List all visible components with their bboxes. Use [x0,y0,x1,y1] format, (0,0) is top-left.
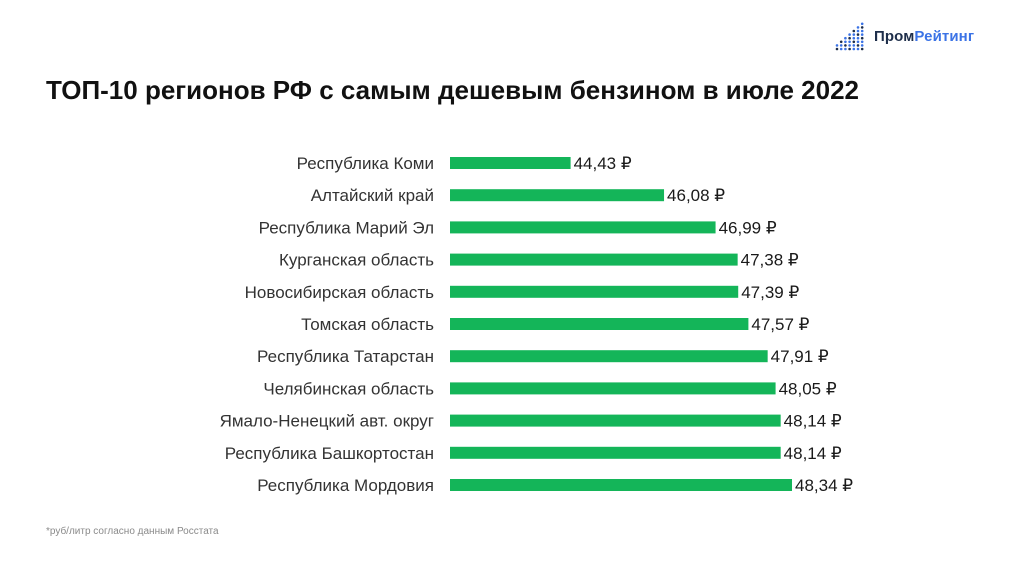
bar [450,382,776,395]
logo-dot [860,26,864,29]
logo-dot [860,22,864,26]
logo-dot [852,44,856,47]
bar [450,318,749,330]
logo-dot [852,36,856,40]
logo-dot [839,44,843,47]
category-label: Ямало-Ненецкий авт. округ [220,412,434,431]
bar [450,189,665,202]
value-label: 47,91 ₽ [771,347,829,366]
logo-dot [844,40,847,44]
logo-dot [835,47,839,51]
value-label: 47,39 ₽ [741,283,799,302]
logo-dot [852,33,856,36]
logo-dot [860,40,864,44]
value-label: 47,38 ₽ [741,251,799,270]
brand-logo: ПромРейтинг [834,20,974,52]
value-label: 48,14 ₽ [784,444,842,463]
bar [450,479,793,491]
logo-dot [848,40,851,44]
logo-dot [856,36,860,40]
category-label: Республика Татарстан [257,347,434,366]
value-label: 48,14 ₽ [784,412,842,431]
category-label: Челябинская область [263,379,434,398]
logo-dot [856,29,860,33]
logo-dot [848,44,851,47]
brand-name: ПромРейтинг [874,28,974,45]
bar [450,157,571,169]
category-label: Курганская область [279,251,434,270]
bar [450,414,781,427]
logo-dot [852,29,856,33]
logo-dot [860,47,864,51]
logo-dot [844,36,847,40]
dot-bars-icon [835,22,864,51]
value-label: 44,43 ₽ [574,154,632,173]
logo-dot [852,47,856,51]
logo-dot [839,47,843,51]
logo-dot [835,44,839,47]
value-label: 48,05 ₽ [779,379,837,398]
logo-dot [839,40,843,44]
logo-dot [856,26,860,29]
logo-dot [848,33,851,36]
logo-dot [860,29,864,33]
bar [450,221,716,234]
brand-name-part2: Рейтинг [914,27,975,45]
value-label: 46,99 ₽ [719,218,777,237]
brand-name-part1: Пром [874,27,915,45]
category-label: Томская область [301,315,434,334]
bar [450,446,781,459]
category-label: Новосибирская область [245,283,434,302]
bar [450,253,738,266]
footnote: *руб/литр согласно данным Росстата [46,526,219,537]
category-label: Республика Марий Эл [259,218,434,237]
logo-dot [848,36,851,40]
logo-dot [860,44,864,47]
value-label: 48,34 ₽ [795,476,853,495]
category-label: Алтайский край [311,186,434,205]
logo-dot [856,33,860,36]
logo-dot [848,47,851,51]
category-label: Республика Мордовия [257,476,434,495]
logo-dot [860,33,864,36]
logo-dot [856,40,860,44]
logo-dot [844,47,847,51]
logo-dot [844,44,847,47]
logo-dot [856,47,860,51]
logo-dot [860,36,864,40]
logo-dot [852,40,856,44]
chart-title: ТОП-10 регионов РФ с самым дешевым бензи… [46,75,860,105]
bar [450,285,739,298]
category-label: Республика Башкортостан [225,444,434,463]
category-label: Республика Коми [297,154,434,173]
logo-dot [856,44,860,47]
value-label: 46,08 ₽ [667,186,725,205]
value-label: 47,57 ₽ [751,315,809,334]
bar [450,350,768,363]
